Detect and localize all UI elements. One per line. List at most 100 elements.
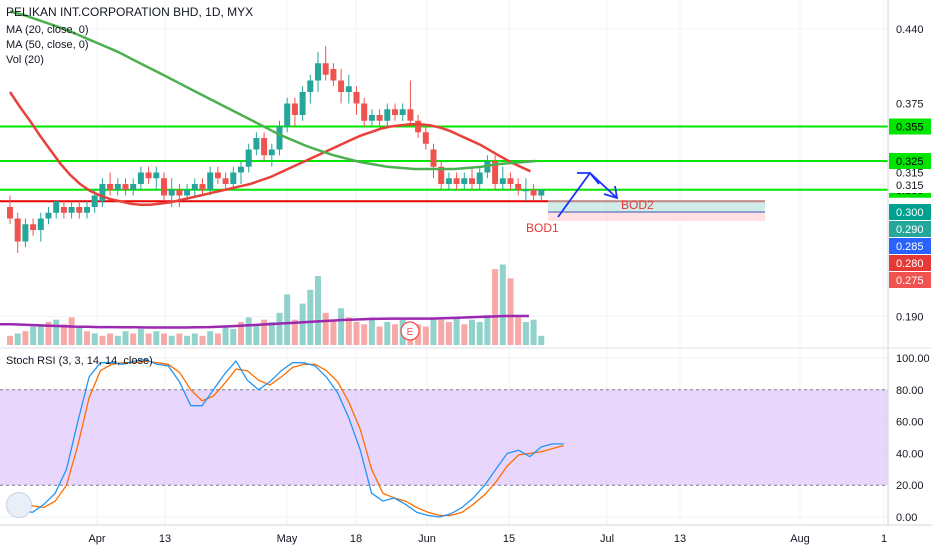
volume-bar xyxy=(238,322,244,345)
x-tick-label: Jun xyxy=(418,533,436,545)
volume-bar xyxy=(168,335,175,345)
candle-body xyxy=(191,184,198,190)
volume-bar xyxy=(461,324,468,345)
volume-bar xyxy=(530,319,537,345)
volume-bar xyxy=(207,331,214,345)
price-tag-label: 0.315 xyxy=(896,180,924,192)
stop-zone-box xyxy=(548,212,765,221)
candle-body xyxy=(422,132,429,144)
price-tag xyxy=(889,255,931,271)
volume-bar xyxy=(22,331,29,345)
volume-bar xyxy=(469,319,475,345)
y-tick-label: 0.190 xyxy=(896,311,924,323)
candle-body xyxy=(284,103,291,127)
volume-bar xyxy=(345,317,352,345)
volume-bar xyxy=(7,335,13,345)
price-tag-label: 0.290 xyxy=(896,224,924,236)
candle-body xyxy=(276,126,283,150)
volume-bar xyxy=(107,333,114,345)
price-tag xyxy=(889,272,931,288)
candle-body xyxy=(322,63,329,75)
level-price-tag xyxy=(889,118,931,135)
rsi-y-tick-label: 80.00 xyxy=(896,385,924,397)
volume-bar xyxy=(68,317,75,345)
price-tag xyxy=(889,204,931,220)
price-tag xyxy=(889,238,931,254)
rsi-y-tick-label: 0.00 xyxy=(896,512,917,524)
bod2-label: BOD2 xyxy=(621,198,654,212)
candle-body xyxy=(130,184,137,190)
ma50-line xyxy=(9,10,536,171)
volume-bar xyxy=(153,331,160,345)
candle-body xyxy=(299,92,306,115)
volume-bar xyxy=(422,326,429,345)
candle-body xyxy=(238,166,244,173)
volume-bar xyxy=(492,269,499,345)
volume-bar xyxy=(122,331,129,345)
candle-body xyxy=(538,189,545,196)
volume-bar xyxy=(199,335,206,345)
candle-body xyxy=(168,189,175,196)
volume-bar xyxy=(268,322,275,345)
volume-bar xyxy=(60,324,67,345)
volume-bar xyxy=(291,319,298,345)
y-tick-label: 0.315 xyxy=(896,168,924,180)
volume-bar xyxy=(430,317,437,345)
candle-body xyxy=(7,207,13,219)
tradingview-logo-icon[interactable] xyxy=(6,492,32,518)
candle-body xyxy=(145,172,152,179)
volume-bar xyxy=(145,333,152,345)
volume-bar xyxy=(230,328,237,345)
candle-body xyxy=(214,172,221,179)
volume-bar xyxy=(222,326,229,345)
x-tick-label: Apr xyxy=(88,533,105,545)
candle-body xyxy=(469,178,475,184)
x-tick-label: 1 xyxy=(881,533,887,545)
candle-body xyxy=(392,109,398,115)
candle-body xyxy=(176,189,183,196)
candle-body xyxy=(14,218,21,242)
candle-body xyxy=(515,184,522,190)
x-tick-label: Jul xyxy=(600,533,614,545)
volume-bar xyxy=(99,335,106,345)
candle-body xyxy=(361,103,368,121)
candle-body xyxy=(253,138,260,150)
volume-bar xyxy=(445,322,452,345)
candle-body xyxy=(492,161,499,184)
stoch-rsi-legend: Stoch RSI (3, 3, 14, 14, close) xyxy=(6,355,153,367)
volume-bar xyxy=(161,333,167,345)
chart-title: PELIKAN INT.CORPORATION BHD, 1D, MYX xyxy=(6,5,254,19)
volume-bar xyxy=(30,326,37,345)
candle-body xyxy=(499,178,506,184)
candle-body xyxy=(153,172,160,179)
volume-bar xyxy=(214,333,221,345)
level-price-tag-label: 0.355 xyxy=(896,122,924,134)
volume-bar xyxy=(245,317,252,345)
candle-body xyxy=(330,69,337,81)
candle-body xyxy=(37,218,44,230)
candle-body xyxy=(268,149,275,156)
price-tag-label: 0.285 xyxy=(896,241,924,253)
target-zone-box xyxy=(548,200,765,212)
candle-body xyxy=(230,172,237,184)
level-price-tag-label: 0.325 xyxy=(896,156,924,168)
candle-body xyxy=(530,189,537,196)
candle-body xyxy=(376,115,383,121)
y-tick-label: 0.375 xyxy=(896,99,924,111)
volume-bar xyxy=(184,335,191,345)
ma50-legend: MA (50, close, 0) xyxy=(6,39,89,51)
volume-bar xyxy=(507,278,514,345)
x-tick-label: May xyxy=(277,533,298,545)
volume-bar xyxy=(14,333,21,345)
volume-bar xyxy=(392,324,398,345)
candle-body xyxy=(345,86,352,92)
moving-averages-layer xyxy=(8,10,536,206)
candle-body xyxy=(137,172,144,184)
candle-body xyxy=(399,109,406,115)
volume-bar xyxy=(368,317,375,345)
candle-body xyxy=(22,224,29,242)
rsi-y-tick-label: 20.00 xyxy=(896,480,924,492)
projection-arrow xyxy=(557,171,619,218)
